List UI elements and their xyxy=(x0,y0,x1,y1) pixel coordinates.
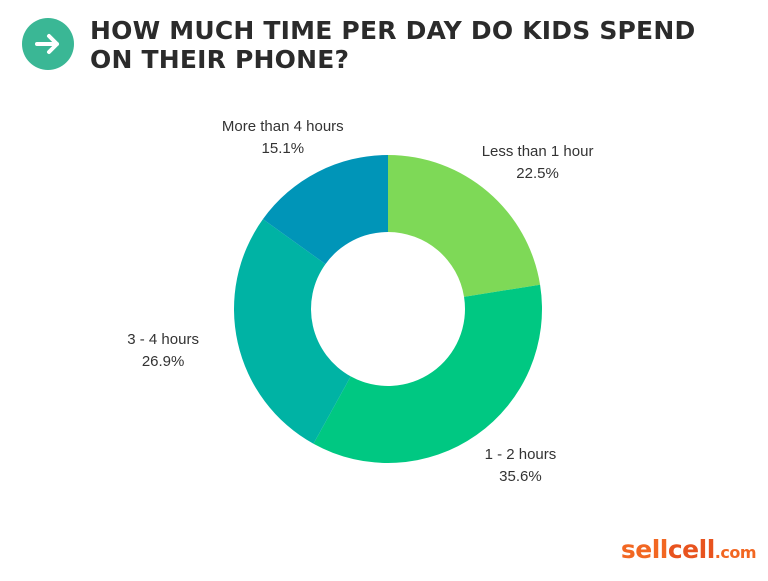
slice-label: Less than 1 hour 22.5% xyxy=(482,141,594,185)
slice-value-label: 15.1% xyxy=(261,140,305,158)
donut-slice xyxy=(262,155,388,265)
page-title: HOW MUCH TIME PER DAY DO KIDS SPEND ON T… xyxy=(90,16,696,74)
arrow-right-icon xyxy=(35,34,59,54)
sellcell-logo: sellcell.com xyxy=(620,535,757,568)
slice-value-label: 26.9% xyxy=(141,353,185,371)
logo-text-cell: cell xyxy=(667,535,715,564)
logo-text-dotcom: .com xyxy=(714,543,757,562)
header: HOW MUCH TIME PER DAY DO KIDS SPEND ON T… xyxy=(22,14,752,78)
logo-text-sell: sell xyxy=(620,535,668,564)
slice-category-label: 1 - 2 hours xyxy=(484,446,557,464)
donut-slice xyxy=(313,284,542,463)
slice-category-label: 3 - 4 hours xyxy=(127,331,199,349)
arrow-badge xyxy=(22,18,74,70)
slice-category-label: More than 4 hours xyxy=(221,118,344,136)
slice-label: 3 - 4 hours 26.9% xyxy=(127,329,199,373)
slice-value-label: 35.6% xyxy=(499,468,542,486)
slice-label: 1 - 2 hours 35.6% xyxy=(485,444,557,488)
slice-label: More than 4 hours 15.1% xyxy=(222,116,344,160)
donut-slice xyxy=(233,219,351,444)
slice-category-label: Less than 1 hour xyxy=(481,142,594,160)
donut-slice xyxy=(388,155,541,297)
slice-value-label: 22.5% xyxy=(516,164,559,182)
